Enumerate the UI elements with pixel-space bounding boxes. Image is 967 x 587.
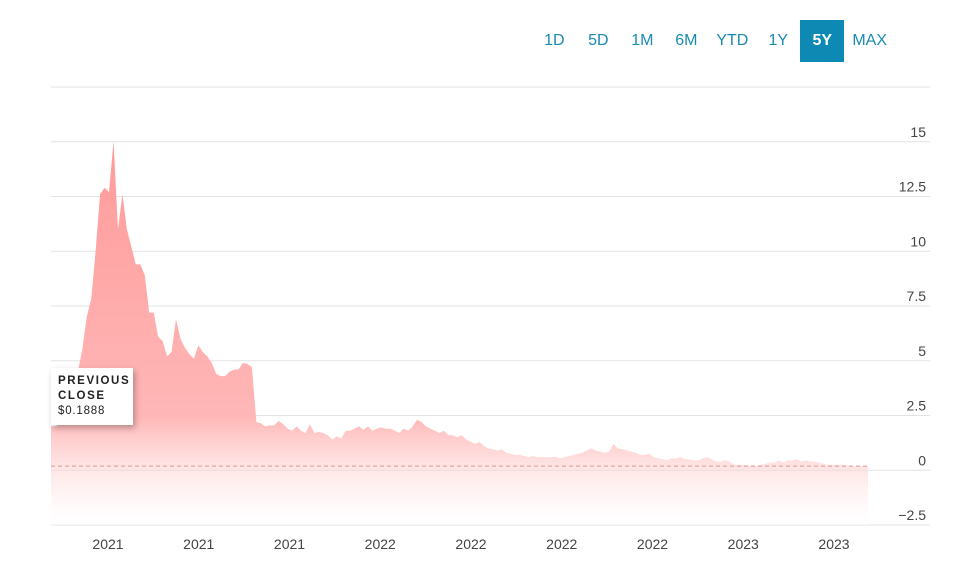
time-range-selector: 1D 5D 1M 6M YTD 1Y 5Y MAX [532, 20, 895, 62]
price-area-series [51, 141, 868, 526]
x-tick-label: 2021 [274, 536, 305, 552]
range-1m-button[interactable]: 1M [620, 20, 664, 62]
y-tick-label: 7.5 [907, 288, 927, 304]
previous-close-value: $0.1888 [58, 405, 106, 417]
x-tick-label: 2021 [183, 536, 214, 552]
x-tick-label: 2022 [637, 536, 668, 552]
range-ytd-button[interactable]: YTD [708, 20, 756, 62]
range-1y-button[interactable]: 1Y [756, 20, 800, 62]
range-6m-button[interactable]: 6M [664, 20, 708, 62]
y-tick-label: 15 [910, 124, 926, 140]
range-5d-button[interactable]: 5D [576, 20, 620, 62]
y-tick-label: 12.5 [899, 179, 926, 195]
x-tick-label: 2022 [365, 536, 396, 552]
previous-close-label: PREVIOUS CLOSE [58, 375, 131, 402]
range-1d-button[interactable]: 1D [532, 20, 576, 62]
x-tick-label: 2021 [92, 536, 123, 552]
x-tick-label: 2022 [455, 536, 486, 552]
previous-close-tooltip: PREVIOUS CLOSE $0.1888 [51, 368, 133, 425]
y-tick-label: 0 [918, 452, 926, 468]
y-tick-label: 10 [910, 233, 926, 249]
x-tick-label: 2022 [546, 536, 577, 552]
y-axis-ticks: 15 12.5 10 7.5 5 2.5 0 −2.5 [898, 124, 926, 523]
y-tick-label: −2.5 [898, 507, 926, 523]
range-max-button[interactable]: MAX [844, 20, 895, 62]
range-5y-button[interactable]: 5Y [800, 20, 845, 62]
x-tick-label: 2023 [818, 536, 849, 552]
y-tick-label: 2.5 [907, 398, 927, 414]
x-tick-label: 2023 [728, 536, 759, 552]
area-series [51, 141, 868, 526]
y-tick-label: 5 [918, 343, 926, 359]
x-axis-ticks: 2021 2021 2021 2022 2022 2022 2022 2023 2023 [92, 536, 849, 552]
